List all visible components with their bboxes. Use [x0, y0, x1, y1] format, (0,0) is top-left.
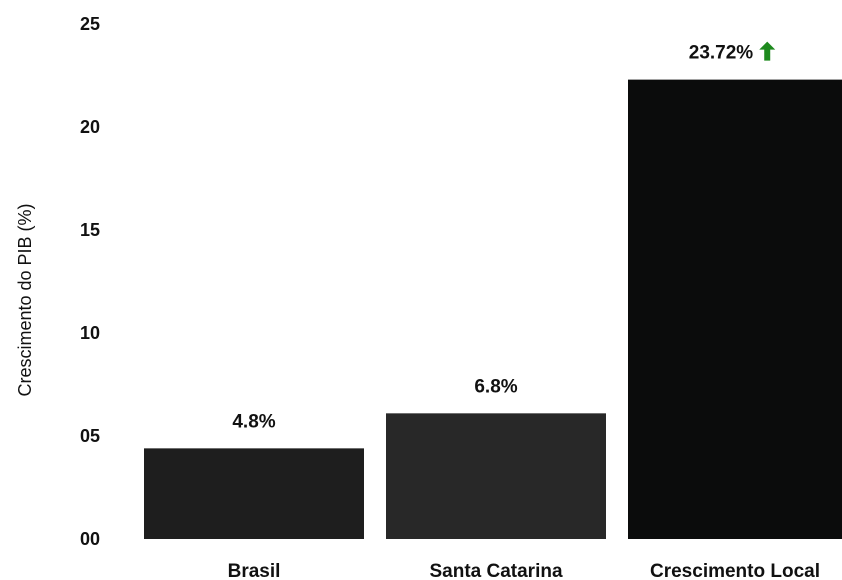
bar-crescimento-local [628, 79, 842, 540]
y-axis-label: Crescimento do PIB (%) [15, 203, 35, 396]
arrow-up-icon [759, 41, 776, 61]
category-labels: Brasil Santa Catarina Crescimento Local [228, 561, 820, 580]
y-tick-label: 00 [80, 529, 100, 549]
y-axis-ticks: 00 05 10 15 20 25 [80, 14, 100, 549]
value-label: 23.72% [689, 43, 754, 64]
category-label: Santa Catarina [429, 561, 562, 580]
bar-brasil [144, 448, 364, 539]
y-tick-label: 25 [80, 14, 100, 34]
y-tick-label: 10 [80, 323, 100, 343]
y-tick-label: 15 [80, 220, 100, 240]
y-tick-label: 20 [80, 117, 100, 137]
bar-santa-catarina [386, 413, 606, 539]
category-label: Brasil [228, 561, 281, 580]
category-label: Crescimento Local [650, 561, 820, 580]
y-tick-label: 05 [80, 426, 100, 446]
value-label: 4.8% [232, 411, 275, 432]
bars [144, 79, 842, 540]
value-label: 6.8% [474, 376, 517, 397]
value-labels: 4.8% 6.8% 23.72% [232, 41, 776, 432]
